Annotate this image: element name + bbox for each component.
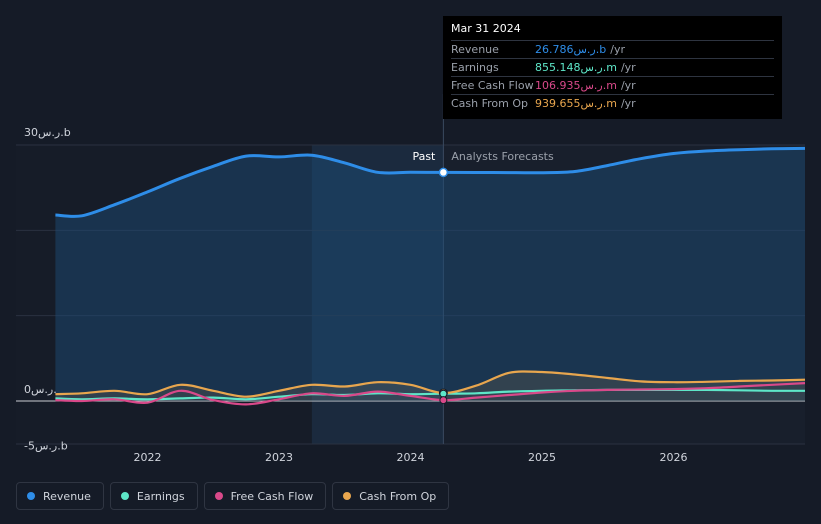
tooltip-value: 26.786ر.س.b — [535, 43, 607, 56]
forecast-region — [443, 145, 805, 444]
tooltip-date: Mar 31 2024 — [451, 22, 521, 35]
legend-item-free-cash-flow[interactable]: Free Cash Flow — [203, 482, 327, 510]
tooltip-unit: /yr — [620, 79, 636, 92]
tooltip-label: Cash From Op — [451, 97, 529, 110]
tooltip-unit: /yr — [620, 61, 636, 74]
legend-item-earnings[interactable]: Earnings — [109, 482, 198, 510]
y-tick-label: 30ر.س.b — [24, 126, 71, 139]
x-tick-label: 2026 — [660, 451, 688, 464]
x-tick-label: 2025 — [528, 451, 556, 464]
legend-label: Earnings — [136, 489, 185, 503]
revenue-line — [55, 146, 806, 218]
free-cash-flow-line — [55, 382, 806, 406]
tooltip-value: 106.935ر.س.m — [535, 79, 617, 92]
tooltip-row-earnings: Earnings 855.148ر.س.m /yr — [451, 58, 774, 76]
tooltip-row-revenue: Revenue 26.786ر.س.b /yr — [451, 40, 774, 58]
tooltip-unit: /yr — [620, 97, 636, 110]
tooltip-label: Earnings — [451, 61, 499, 74]
y-tick-label: 0ر.س. — [24, 383, 57, 396]
cash-from-op-line — [55, 370, 806, 398]
tooltip: Mar 31 2024 Revenue 26.786ر.س.b /yr Earn… — [443, 16, 782, 119]
x-tick-label: 2023 — [265, 451, 293, 464]
legend-item-revenue[interactable]: Revenue — [16, 482, 104, 510]
legend-label: Revenue — [43, 489, 91, 503]
legend: Revenue Earnings Free Cash Flow Cash Fro… — [16, 482, 450, 510]
revenue-marker — [438, 167, 449, 178]
tooltip-value: 939.655ر.س.m — [535, 97, 617, 110]
tooltip-label: Revenue — [451, 43, 499, 56]
free-cash-flow-dot-icon — [214, 492, 223, 500]
cash-from-op-area — [55, 371, 805, 401]
forecast-label: Analysts Forecasts — [451, 150, 554, 163]
past-label: Past — [412, 150, 436, 163]
tooltip-value: 855.148ر.س.m — [535, 61, 617, 74]
tooltip-unit: /yr — [610, 43, 625, 56]
legend-label: Free Cash Flow — [230, 489, 314, 503]
tooltip-row-free-cash-flow: Free Cash Flow 106.935ر.س.m /yr — [451, 76, 774, 94]
tooltip-label: Free Cash Flow — [451, 79, 534, 92]
legend-label: Cash From Op — [359, 489, 437, 503]
legend-item-cash-from-op[interactable]: Cash From Op — [332, 482, 450, 510]
y-tick-label: -5ر.س.b — [24, 440, 68, 453]
revenue-dot-icon — [27, 492, 35, 500]
earnings-dot-icon — [120, 492, 129, 500]
revenue-area — [55, 148, 805, 401]
cash-from-op-dot-icon — [343, 492, 352, 500]
x-tick-label: 2022 — [134, 451, 162, 464]
free-cash-flow-marker — [439, 396, 448, 405]
x-tick-label: 2024 — [397, 451, 425, 464]
tooltip-row-cash-from-op: Cash From Op 939.655ر.س.m /yr — [451, 94, 774, 112]
